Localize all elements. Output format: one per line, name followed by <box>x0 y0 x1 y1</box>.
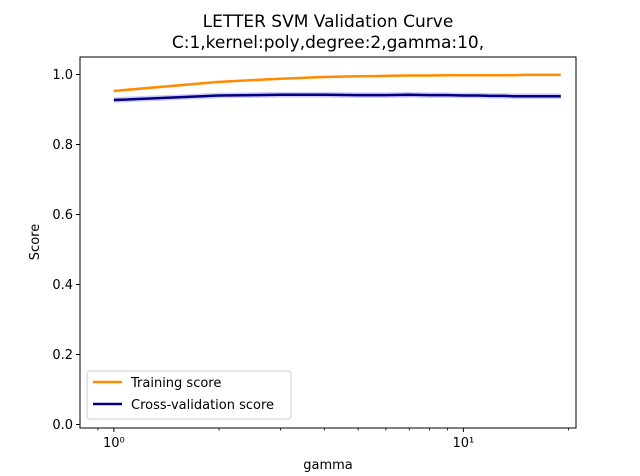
chart-title: LETTER SVM Validation Curve <box>203 12 454 32</box>
y-tick-label: 0.6 <box>52 208 73 223</box>
legend-box <box>86 370 292 420</box>
line-series-0 <box>113 73 561 93</box>
y-tick-label: 0.2 <box>52 348 73 363</box>
y-tick-label: 0.0 <box>52 418 73 433</box>
confidence-bands <box>113 73 561 103</box>
y-tick-label: 0.4 <box>52 278 73 293</box>
x-tick-label: 10¹ <box>452 436 474 451</box>
legend: Training score Cross-validation score <box>86 370 292 420</box>
y-tick-label: 1.0 <box>52 68 73 83</box>
chart-subtitle: C:1,kernel:poly,degree:2,gamma:10, <box>172 33 484 53</box>
y-axis: 0.0 0.2 0.4 0.6 0.8 1.0 <box>52 68 80 433</box>
y-tick-label: 0.8 <box>52 138 73 153</box>
x-axis: 10⁰ 10¹ <box>97 428 569 451</box>
x-axis-label: gamma <box>303 458 353 473</box>
series-lines <box>113 73 561 102</box>
x-tick-label: 10⁰ <box>103 436 125 451</box>
legend-label-cross-validation: Cross-validation score <box>131 398 274 413</box>
legend-label-training: Training score <box>130 376 221 391</box>
y-axis-label: Score <box>28 224 43 260</box>
line-series-1 <box>113 93 561 102</box>
plot-area-frame <box>79 56 577 429</box>
